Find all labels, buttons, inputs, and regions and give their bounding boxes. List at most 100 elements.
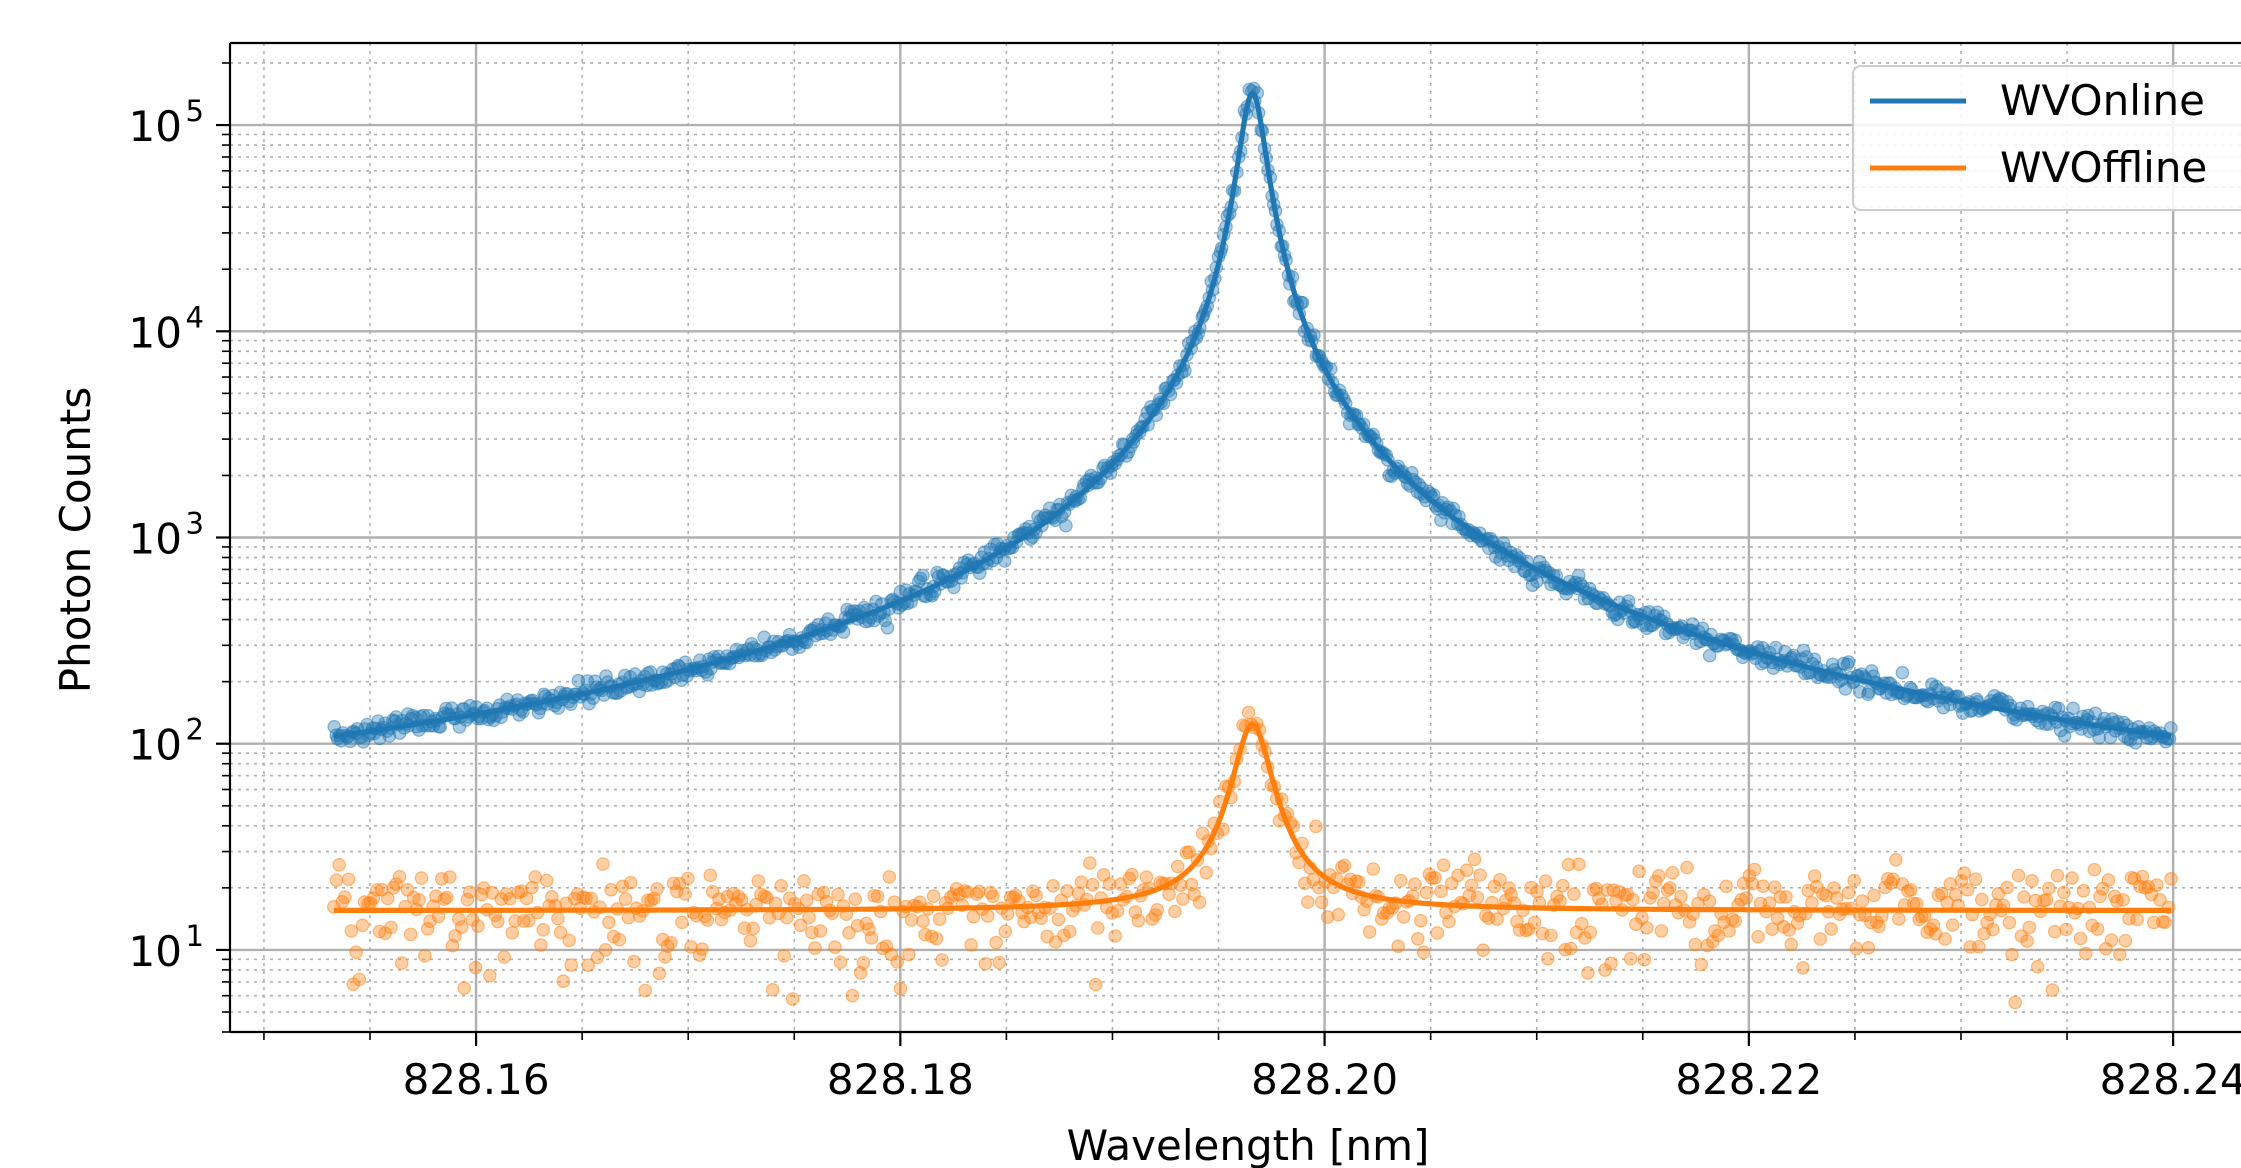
wvoffline-point (2141, 879, 2156, 894)
wvoffline-point (842, 925, 856, 940)
wvoffline-point (1162, 887, 1176, 902)
wvoffline-point (848, 892, 862, 906)
wvoffline-point (1459, 863, 1474, 878)
wvoffline-point (1541, 951, 1555, 966)
wvoffline-point (1176, 892, 1190, 906)
wvoffline-point (845, 988, 860, 1003)
y-axis-title: Photon Counts (51, 387, 100, 693)
wvoffline-point (1108, 929, 1122, 943)
wvoffline-point (785, 992, 800, 1006)
wvoffline-point (1362, 925, 1377, 939)
wvoffline-point (2042, 881, 2056, 896)
wvoffline-point (394, 956, 409, 970)
wvoffline-point (1796, 961, 1810, 975)
y-tick-exponent: 3 (186, 507, 204, 541)
wvoffline-point (1131, 913, 1146, 928)
wvoffline-point (1654, 924, 1669, 938)
wvoffline-point (813, 924, 828, 938)
y-tick-label: 10 (129, 721, 182, 770)
wvoffline-point (1972, 939, 1986, 954)
wvoffline-point (1660, 883, 1675, 897)
wvoffline-point (864, 931, 879, 945)
wvoffline-point (2008, 995, 2022, 1010)
wvoffline-point (1861, 940, 1876, 955)
wvoffline-point (757, 889, 772, 904)
wvoffline-point (1504, 887, 1518, 902)
wvoffline-point (669, 884, 684, 899)
wvoffline-fit-line (333, 721, 2172, 913)
wvoffline-point (777, 948, 791, 963)
wvoffline-point (2153, 892, 2167, 907)
wvoffline-point (1604, 956, 1618, 971)
wvoffline-point (1583, 925, 1598, 940)
wvoffline-point (765, 982, 780, 997)
wvonline-point (1621, 594, 1636, 608)
wvoffline-point (1170, 859, 1185, 874)
wvoffline-point (1150, 902, 1164, 917)
wvoffline-point (457, 981, 471, 995)
wvoffline-point (1688, 937, 1703, 952)
y-tick-base: 10 (129, 308, 182, 357)
wvoffline-point (684, 940, 698, 954)
wvoffline-point (972, 884, 986, 899)
wvoffline-point (1470, 890, 1485, 905)
minor-grid (230, 43, 2241, 1032)
wvoffline-point (434, 871, 449, 886)
wvoffline-point (2048, 924, 2062, 939)
wvoffline-point (1926, 918, 1941, 932)
wvoffline-point (1581, 966, 1595, 980)
wvoffline-point (1829, 891, 1844, 905)
wvoffline-point (1430, 926, 1445, 940)
wvoffline-point (808, 941, 822, 955)
wvoffline-point (1739, 891, 1753, 905)
wvoffline-point (1745, 876, 1760, 891)
wvoffline-point (650, 882, 664, 896)
wvoffline-point (1904, 882, 1918, 897)
wvoffline-point (2011, 868, 2026, 883)
wvoffline-point (1060, 883, 1074, 898)
wvoffline-point (1510, 914, 1524, 929)
wvoffline-point (471, 919, 485, 933)
wvoffline-point (1945, 918, 1960, 932)
wvoffline-point (712, 892, 726, 906)
wvoffline-point (1408, 877, 1422, 891)
wvoffline-point (1428, 870, 1442, 885)
wvoffline-point (522, 913, 536, 928)
wvoffline-point (700, 913, 715, 927)
y-tick-exponent: 5 (186, 94, 204, 128)
wvoffline-point (856, 955, 871, 970)
y-tick-base: 10 (129, 102, 182, 151)
wvoffline-point (1467, 852, 1482, 867)
wvoffline-point (534, 938, 548, 952)
wvoffline-point (695, 942, 709, 956)
wvoffline-point (517, 914, 531, 928)
wvoffline-point (551, 911, 565, 926)
wvoffline-point (1331, 907, 1346, 922)
wvoffline-point (1391, 939, 1405, 954)
wvoffline-point (1567, 887, 1581, 901)
wvonline-point (580, 674, 595, 688)
wvonline-point (836, 625, 851, 639)
wvoffline-point (1784, 937, 1799, 952)
wvonline-point (916, 568, 930, 583)
wvoffline-point (1292, 855, 1306, 870)
y-tick-label: 10 (129, 515, 182, 564)
wvoffline-point (454, 920, 469, 934)
wvoffline-point (1023, 910, 1038, 925)
wvoffline-point (743, 933, 758, 948)
wvoffline-point (1751, 929, 1765, 944)
wvoffline-point (536, 922, 550, 937)
legend-label-wvoffline: WVOffline (2000, 143, 2207, 192)
wvoffline-point (902, 947, 916, 962)
y-tick-label: 10 (129, 102, 182, 151)
wvoffline-point (779, 910, 794, 925)
wvoffline-point (562, 933, 576, 948)
wvoffline-point (1889, 852, 1903, 867)
wvoffline-point (1464, 878, 1479, 893)
wvoffline-point (1960, 882, 1975, 897)
wvoffline-point (602, 915, 616, 930)
wvoffline-point (1366, 862, 1381, 876)
wvoffline-point (1530, 884, 1544, 899)
wvoffline-point (1975, 892, 1989, 907)
wvonline-point (1841, 655, 1856, 669)
